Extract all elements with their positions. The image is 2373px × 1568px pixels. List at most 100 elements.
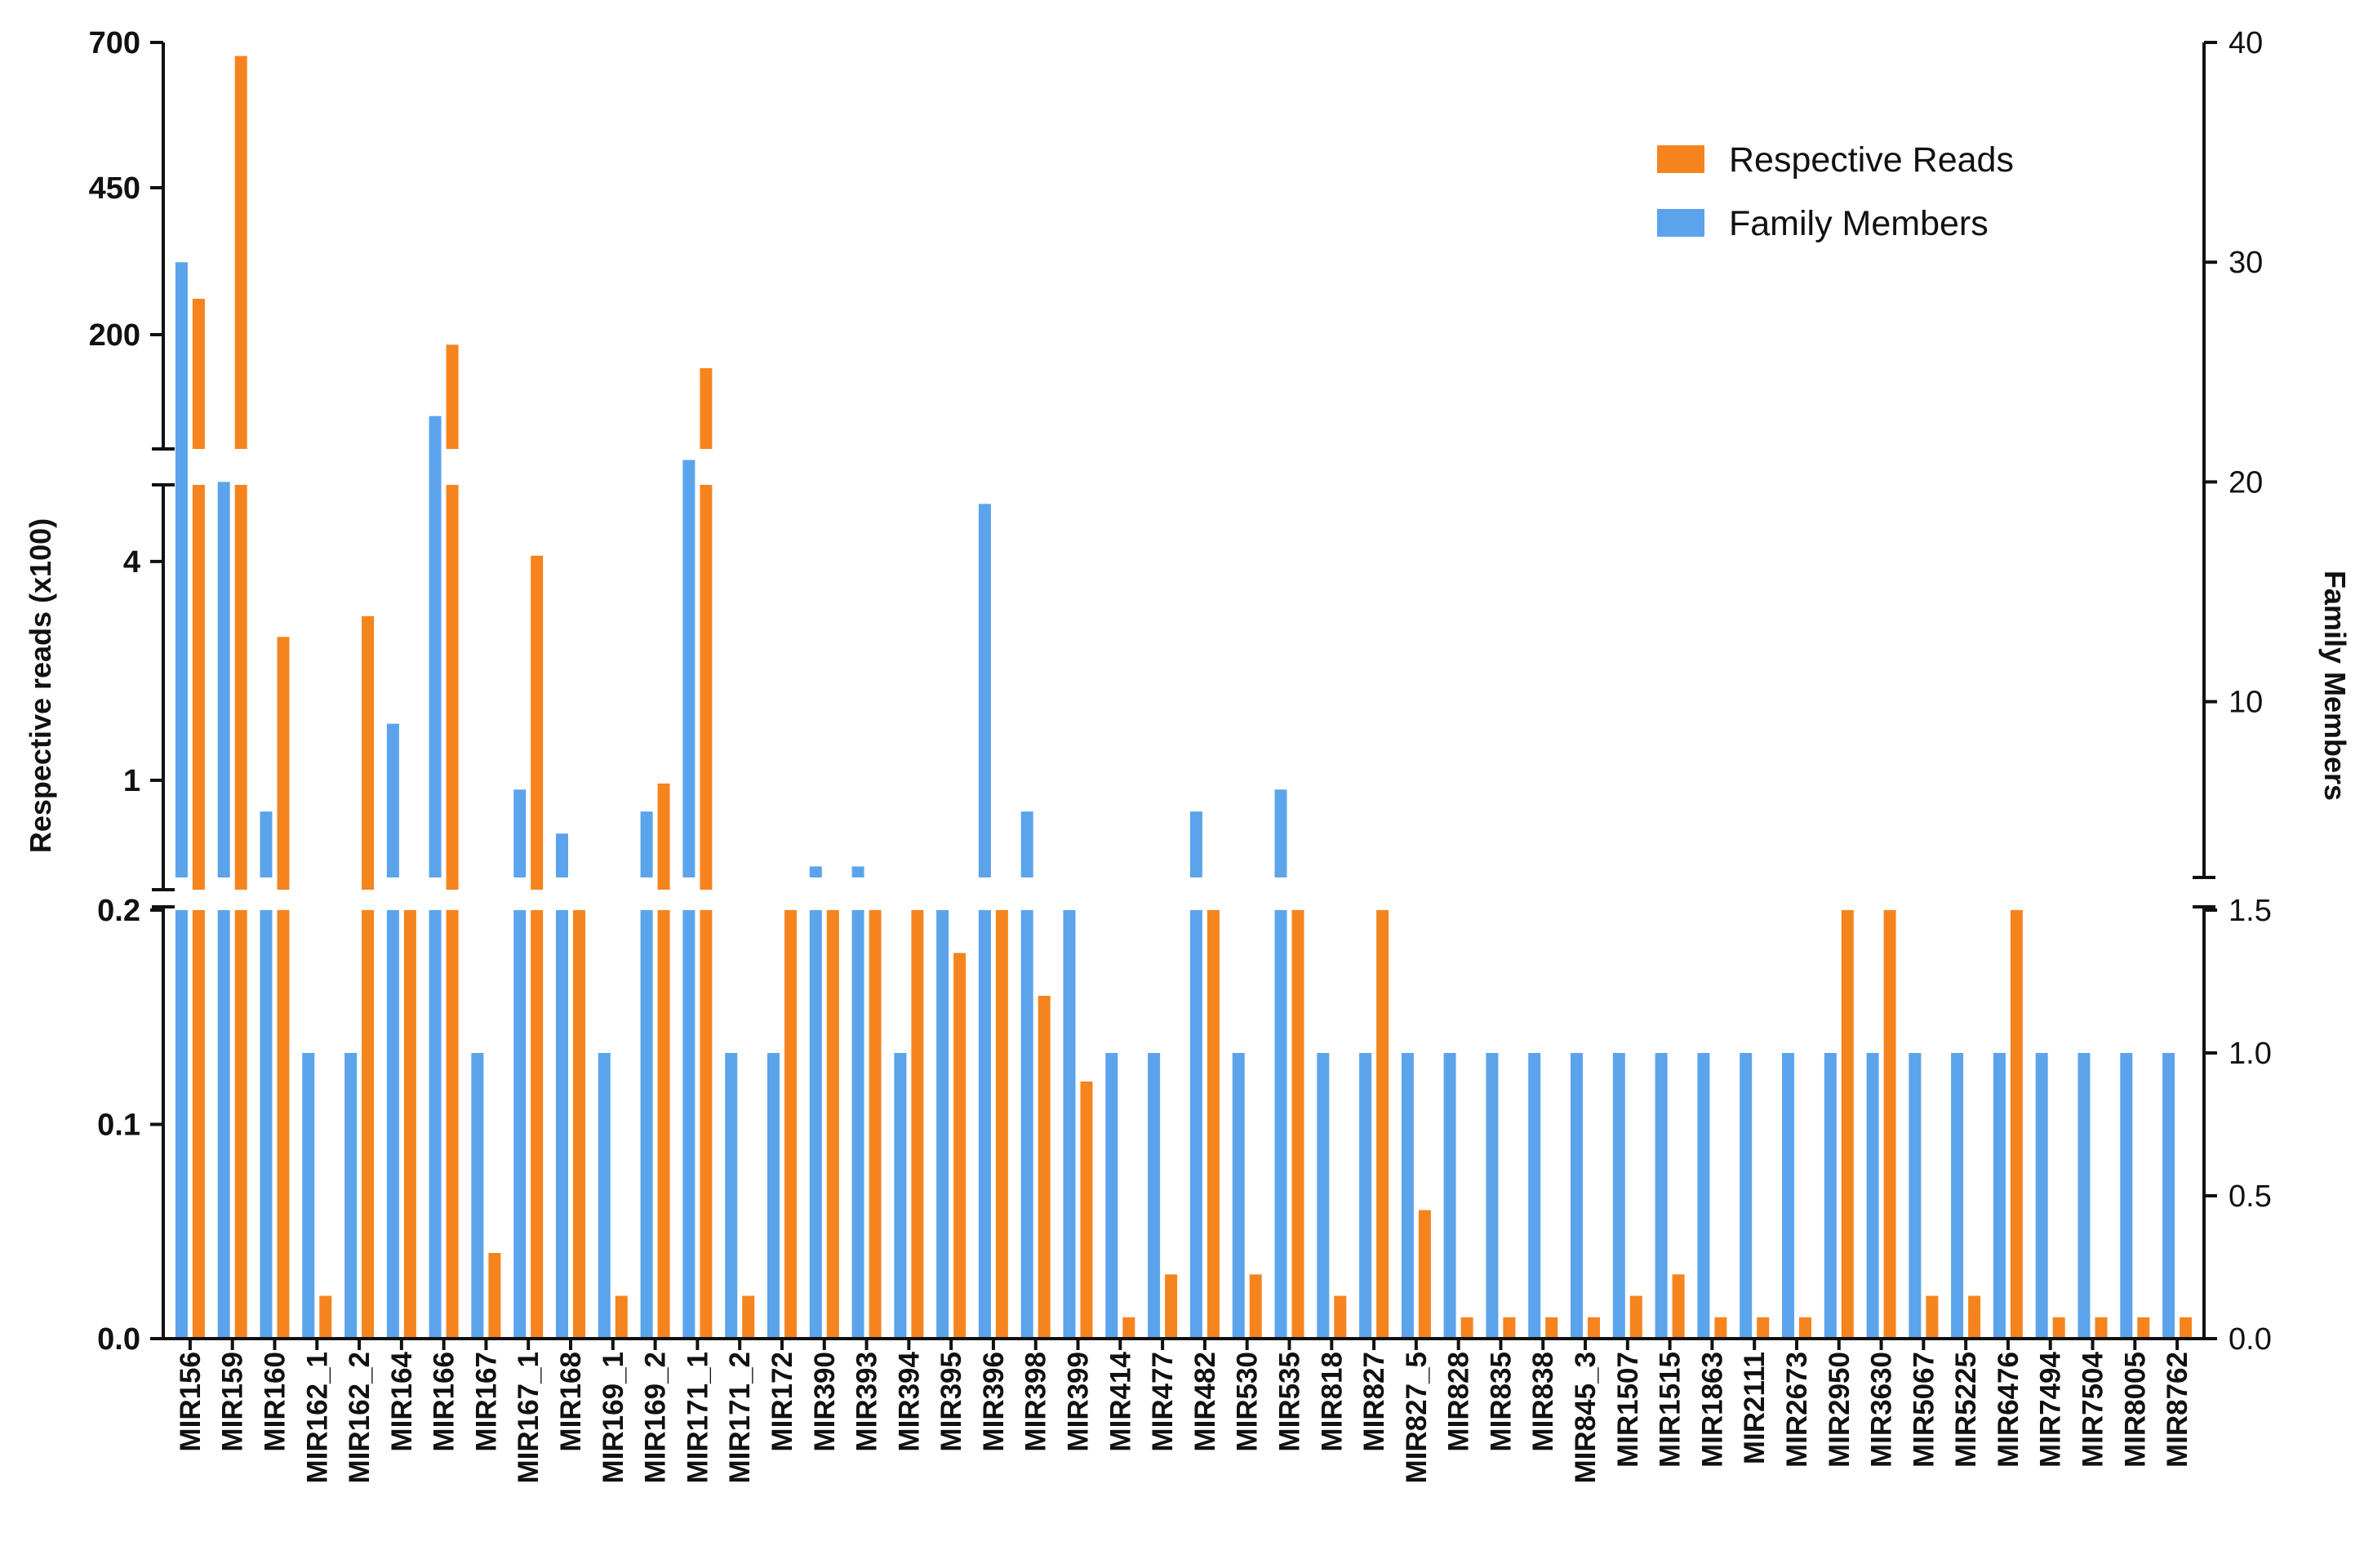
members-bar-mir166 bbox=[429, 910, 442, 1339]
category-label: MIR168 bbox=[555, 1352, 587, 1452]
members-bar-mir395 bbox=[936, 910, 949, 1339]
left-tick-label: 200 bbox=[89, 318, 140, 353]
members-bar-mir827 bbox=[1359, 1053, 1372, 1339]
reads-bar-mir8005 bbox=[2137, 1317, 2150, 1339]
members-bar-mir535 bbox=[1274, 910, 1287, 1339]
members-bar-mir164-upper bbox=[386, 723, 399, 877]
category-label: MIR845_3 bbox=[1570, 1352, 1602, 1483]
members-bar-mir414 bbox=[1105, 1053, 1118, 1339]
members-bar-mir5225 bbox=[1951, 1053, 1964, 1339]
reads-bar-mir827-5 bbox=[1418, 1210, 1431, 1339]
members-bar-mir535-upper bbox=[1274, 789, 1287, 877]
reads-bar-mir395 bbox=[953, 953, 967, 1339]
right-tick-label: 1.0 bbox=[2229, 1037, 2272, 1071]
reads-bar-mir160-mid bbox=[277, 637, 290, 890]
reads-bar-mir166-mid bbox=[446, 485, 459, 890]
members-bar-mir530 bbox=[1232, 1053, 1245, 1339]
category-label: MIR2111 bbox=[1739, 1352, 1771, 1464]
reads-bar-mir159-mid bbox=[234, 485, 247, 890]
reads-bar-mir159 bbox=[234, 910, 247, 1339]
left-tick-label: 0.1 bbox=[97, 1108, 140, 1143]
category-label: MIR395 bbox=[935, 1352, 967, 1452]
members-bar-mir2111 bbox=[1740, 1053, 1753, 1339]
members-bar-mir171-1-upper bbox=[682, 460, 695, 877]
reads-bar-mir162-2-mid bbox=[362, 615, 375, 890]
category-label: MIR159 bbox=[217, 1352, 249, 1452]
reads-bar-mir393 bbox=[869, 910, 882, 1339]
reads-bar-mir3630 bbox=[1883, 910, 1896, 1339]
members-bar-mir166-upper bbox=[429, 415, 442, 877]
reads-bar-mir169-2 bbox=[657, 910, 670, 1339]
members-bar-mir162-1 bbox=[302, 1053, 315, 1339]
members-bar-mir1863 bbox=[1697, 1053, 1710, 1339]
members-bar-mir835 bbox=[1486, 1053, 1499, 1339]
category-label: MIR172 bbox=[767, 1352, 798, 1452]
members-bar-mir167-1-upper bbox=[513, 789, 527, 877]
reads-bar-mir828 bbox=[1460, 1317, 1473, 1339]
category-label: MIR162_2 bbox=[344, 1352, 376, 1483]
category-label: MIR167_1 bbox=[513, 1352, 544, 1483]
reads-bar-mir414 bbox=[1122, 1317, 1135, 1339]
reads-bar-mir8762 bbox=[2180, 1317, 2193, 1339]
category-label: MIR160 bbox=[260, 1352, 291, 1452]
members-bar-mir845-3 bbox=[1571, 1053, 1583, 1339]
category-label: MIR530 bbox=[1232, 1352, 1264, 1452]
reads-bar-mir166-upper bbox=[446, 344, 459, 449]
members-bar-mir159 bbox=[217, 910, 230, 1339]
members-bar-mir8005 bbox=[2120, 1053, 2133, 1339]
reads-bar-mir160 bbox=[277, 910, 290, 1339]
left-tick-label: 700 bbox=[89, 26, 140, 60]
category-label: MIR390 bbox=[809, 1352, 841, 1452]
category-label: MIR3630 bbox=[1866, 1352, 1898, 1468]
members-bar-mir164 bbox=[386, 910, 399, 1339]
category-label: MIR167 bbox=[470, 1352, 502, 1452]
category-label: MIR835 bbox=[1485, 1352, 1517, 1452]
reads-bar-mir2111 bbox=[1757, 1317, 1770, 1339]
category-label: MIR171_2 bbox=[724, 1352, 756, 1483]
reads-bar-mir167-1 bbox=[531, 910, 544, 1339]
category-label: MIR166 bbox=[429, 1352, 460, 1452]
members-bar-mir2950 bbox=[1824, 1053, 1837, 1339]
left-tick-label: 1 bbox=[123, 764, 140, 798]
reads-bar-mir167-1-mid bbox=[531, 555, 544, 890]
category-label: MIR8005 bbox=[2119, 1352, 2151, 1468]
right-tick-label: 10 bbox=[2229, 686, 2263, 720]
legend-label-reads: Respective Reads bbox=[1729, 140, 2014, 180]
reads-bar-mir162-1 bbox=[319, 1295, 332, 1339]
category-label: MIR156 bbox=[175, 1352, 207, 1452]
category-label: MIR2950 bbox=[1824, 1352, 1855, 1468]
reads-bar-mir171-1-mid bbox=[700, 485, 713, 890]
members-bar-mir7504 bbox=[2077, 1053, 2091, 1339]
reads-bar-mir7504 bbox=[2095, 1317, 2108, 1339]
members-bar-mir162-2 bbox=[344, 1053, 358, 1339]
legend: Respective Reads Family Members bbox=[1657, 140, 2014, 243]
reads-bar-mir172 bbox=[784, 910, 797, 1339]
right-tick-label: 30 bbox=[2229, 246, 2263, 280]
category-label: MIR6476 bbox=[1993, 1352, 2024, 1468]
reads-bar-mir156 bbox=[192, 910, 205, 1339]
members-bar-mir393-upper bbox=[851, 866, 864, 877]
members-bar-mir167 bbox=[471, 1053, 484, 1339]
reads-bar-mir1515 bbox=[1672, 1274, 1685, 1339]
reads-bar-mir171-1-upper bbox=[700, 368, 713, 449]
reads-bar-mir1863 bbox=[1714, 1317, 1727, 1339]
members-bar-mir1507 bbox=[1612, 1053, 1625, 1339]
members-bar-mir1515 bbox=[1655, 1053, 1668, 1339]
members-bar-mir6476 bbox=[1993, 1053, 2006, 1339]
category-label: MIR171_1 bbox=[682, 1352, 713, 1483]
category-label: MIR414 bbox=[1104, 1351, 1136, 1451]
category-label: MIR393 bbox=[851, 1352, 883, 1452]
reads-bar-mir394 bbox=[911, 910, 924, 1339]
reads-bar-mir838 bbox=[1545, 1317, 1558, 1339]
reads-bar-mir482 bbox=[1206, 910, 1220, 1339]
category-label: MIR477 bbox=[1147, 1352, 1179, 1452]
reads-bar-mir171-2 bbox=[742, 1295, 755, 1339]
reads-bar-mir168 bbox=[573, 910, 585, 1339]
reads-bar-mir835 bbox=[1503, 1317, 1516, 1339]
category-label: MIR818 bbox=[1316, 1352, 1348, 1452]
members-bar-mir159-upper bbox=[217, 482, 230, 877]
reads-bar-mir6476 bbox=[2010, 910, 2023, 1339]
members-bar-mir482 bbox=[1189, 910, 1202, 1339]
category-label: MIR827 bbox=[1358, 1352, 1390, 1452]
members-bar-mir156 bbox=[175, 910, 188, 1339]
